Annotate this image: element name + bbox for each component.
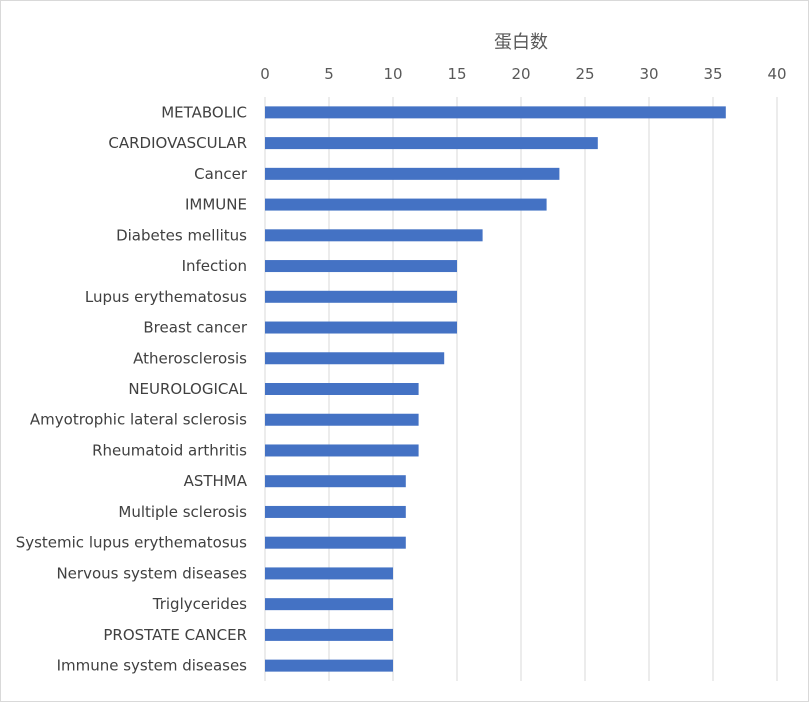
category-label: METABOLIC: [161, 103, 247, 121]
category-label: Nervous system diseases: [56, 564, 247, 582]
gridlines: [264, 97, 778, 681]
x-tick-label: 0: [260, 65, 270, 83]
bar: [265, 106, 726, 119]
category-label: ASTHMA: [184, 472, 248, 490]
category-label: Immune system diseases: [57, 657, 248, 675]
x-axis-title: 蛋白数: [494, 32, 548, 53]
bar: [265, 198, 547, 211]
bar: [265, 444, 419, 457]
x-tick-labels: 0 5 10 15 20 25 30 35 40: [260, 65, 786, 83]
bar: [265, 628, 393, 641]
x-tick-label: 30: [639, 65, 658, 83]
bar: [265, 290, 457, 303]
category-labels: METABOLIC CARDIOVASCULAR Cancer IMMUNE Diabe…: [16, 103, 248, 674]
category-label: Cancer: [194, 165, 248, 183]
category-label: Infection: [182, 257, 247, 275]
bar: [265, 383, 419, 395]
bar: [265, 413, 419, 426]
bar: [265, 659, 393, 672]
category-label: Breast cancer: [143, 319, 247, 337]
category-label: Diabetes mellitus: [116, 226, 247, 244]
x-tick-label: 15: [447, 65, 466, 83]
bar: [265, 229, 483, 242]
bar: [265, 475, 406, 488]
bars: [265, 106, 726, 672]
bar: [265, 352, 445, 365]
category-label: Systemic lupus erythematosus: [16, 534, 247, 552]
category-label: Atherosclerosis: [133, 349, 247, 367]
category-label: Multiple sclerosis: [118, 503, 247, 521]
bar: [265, 598, 393, 611]
category-label: Lupus erythematosus: [85, 288, 247, 306]
x-tick-label: 35: [703, 65, 722, 83]
bar: [265, 137, 598, 150]
category-label: IMMUNE: [185, 196, 247, 214]
bar: [265, 567, 393, 580]
x-tick-label: 5: [324, 65, 334, 83]
x-tick-label: 20: [511, 65, 530, 83]
bar: [265, 536, 406, 549]
category-label: Rheumatoid arthritis: [92, 441, 247, 459]
x-tick-label: 25: [575, 65, 594, 83]
bar: [265, 321, 457, 334]
category-label: PROSTATE CANCER: [103, 626, 247, 644]
x-tick-label: 10: [383, 65, 402, 83]
bar: [265, 167, 560, 180]
x-tick-label: 40: [767, 65, 786, 83]
category-label: NEUROLOGICAL: [128, 380, 247, 398]
category-label: Amyotrophic lateral sclerosis: [30, 411, 247, 429]
category-label: Triglycerides: [152, 595, 247, 613]
category-label: CARDIOVASCULAR: [108, 134, 247, 152]
bar: [265, 505, 406, 518]
bar: [265, 260, 457, 273]
